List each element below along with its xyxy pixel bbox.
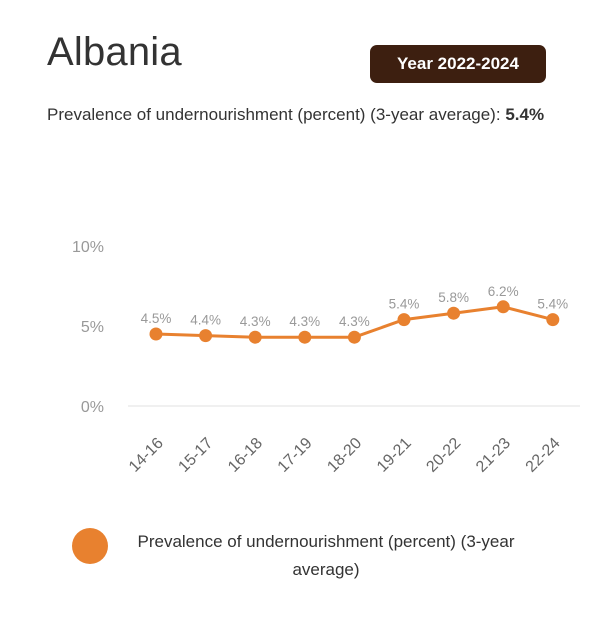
data-point: [298, 330, 312, 344]
x-tick-label: 14-16: [126, 435, 167, 476]
y-tick-label: 10%: [72, 239, 104, 256]
data-label: 4.3%: [240, 314, 271, 329]
legend-marker: [72, 528, 108, 564]
indicator-value: 5.4%: [505, 105, 545, 124]
x-tick-label: 15-17: [175, 435, 216, 476]
indicator-summary: Prevalence of undernourishment (percent)…: [47, 101, 547, 129]
country-title: Albania: [47, 30, 182, 74]
legend-label: Prevalence of undernourishment (percent)…: [137, 532, 515, 579]
data-label: 5.4%: [537, 297, 568, 312]
x-tick-label: 17-19: [275, 435, 316, 476]
data-label: 5.8%: [438, 290, 469, 305]
data-label: 5.4%: [389, 297, 420, 312]
x-tick-label: 18-20: [324, 435, 365, 476]
data-label: 4.4%: [190, 313, 221, 328]
x-tick-label: 16-18: [225, 435, 266, 476]
data-point: [199, 329, 213, 343]
y-tick-label: 5%: [81, 319, 104, 336]
data-point: [347, 330, 361, 344]
data-label: 4.5%: [141, 311, 172, 326]
data-point: [496, 300, 510, 314]
data-label: 4.3%: [339, 314, 370, 329]
data-point: [149, 327, 163, 341]
x-tick-label: 21-23: [473, 435, 514, 476]
x-tick-label: 22-24: [523, 435, 564, 476]
line-chart: 0% 5% 10% 4.5% 4.4% 4.3% 4.3% 4.3% 5.4% 5.8% 6.2% 5…: [72, 239, 580, 476]
indicator-label: Prevalence of undernourishment (percent)…: [47, 105, 501, 124]
data-point: [397, 313, 411, 327]
data-label: 6.2%: [488, 284, 519, 299]
y-tick-label: 0%: [81, 399, 104, 416]
data-point: [546, 313, 560, 327]
data-label: 4.3%: [289, 314, 320, 329]
data-point: [248, 330, 262, 344]
year-badge[interactable]: Year 2022-2024: [370, 45, 546, 83]
x-tick-label: 19-21: [374, 435, 415, 476]
x-tick-label: 20-22: [423, 435, 464, 476]
legend[interactable]: Prevalence of undernourishment (percent)…: [70, 525, 550, 595]
data-point: [447, 306, 461, 320]
